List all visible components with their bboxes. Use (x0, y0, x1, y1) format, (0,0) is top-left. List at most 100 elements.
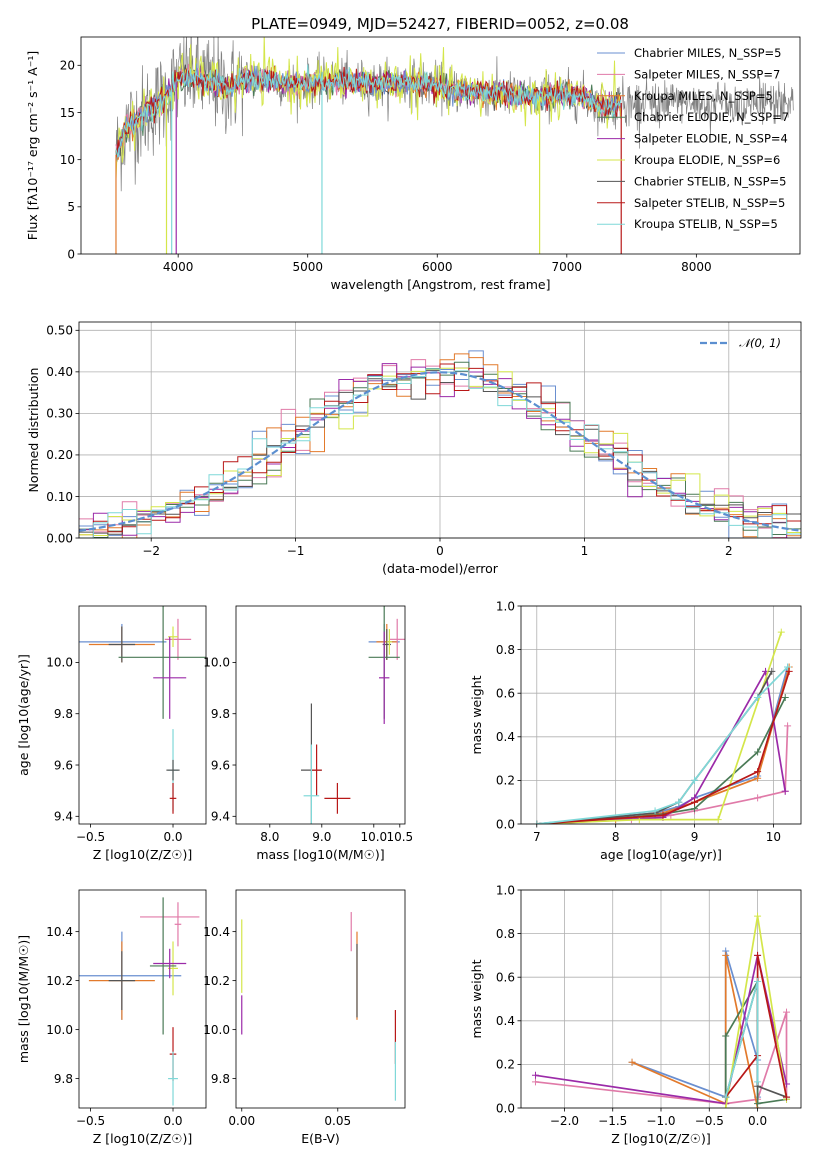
x-tick-label: 9 (691, 830, 699, 844)
y-tick-label: 0.00 (46, 531, 73, 545)
x-tick-label: −1.0 (646, 1114, 675, 1128)
plot-area-6 (241, 912, 396, 1101)
y-axis-label: mass weight (469, 675, 484, 754)
legend-label: Kroupa MILES, N_SSP=5 (634, 89, 773, 103)
y-tick-label: 0 (67, 247, 75, 261)
mass-weight-marker (691, 798, 699, 806)
plot-area-5 (79, 897, 200, 1106)
mass-weight-line (725, 955, 788, 1098)
axes-0: 4000 5000 6000 7000 8000 0 5 10 15 20 wavelength [… (25, 36, 801, 292)
x-tick-label: 8000 (681, 260, 712, 274)
y-tick-label: 9.4 (211, 810, 230, 824)
errorbar-point (386, 629, 392, 655)
errorbar-point (389, 618, 405, 660)
x-tick-label: −0.5 (695, 1114, 724, 1128)
y-tick-label: 0.10 (46, 490, 73, 504)
residual-histogram (79, 368, 801, 538)
x-axis-label: wavelength [Angstrom, rest frame] (330, 277, 550, 292)
y-tick-label: 9.6 (211, 758, 230, 772)
y-axis-label: Normed distribution (26, 368, 41, 493)
x-axis-label: (data-model)/error (382, 561, 499, 576)
mass-weight-marker (722, 1032, 730, 1040)
x-tick-label: 0.0 (748, 1114, 767, 1128)
mass-weight-line (536, 670, 773, 824)
plot-area-7 (531, 912, 791, 1108)
axes-frame (520, 889, 802, 1109)
chart-title: PLATE=0949, MJD=52427, FIBERID=0052, z=0… (251, 15, 629, 33)
axes-frame (520, 605, 802, 825)
axes-1: −2 −1 0 1 2 0.00 0.10 0.20 0.30 0.40 0.50 (data-mod… (26, 321, 802, 576)
model-spectrum-line (115, 66, 622, 158)
mass-weight-marker (659, 811, 667, 819)
legend-label: Chabrier ELODIE, N_SSP=7 (634, 110, 789, 124)
mass-weight-marker (754, 774, 762, 782)
legend: 𝒩(0, 1) (700, 336, 781, 350)
mass-weight-marker (754, 768, 762, 776)
x-tick-label: −0.5 (76, 1114, 105, 1128)
y-tick-label: 9.8 (54, 1072, 73, 1086)
mass-weight-marker (783, 1008, 791, 1016)
y-tick-label: 1.0 (496, 883, 515, 897)
y-tick-label: 0.4 (496, 730, 515, 744)
mass-weight-marker (531, 1071, 539, 1079)
mass-weight-marker (781, 787, 789, 795)
mass-weight-line (536, 631, 783, 824)
mass-weight-marker (754, 912, 762, 920)
errorbar-point (311, 744, 322, 796)
y-tick-label: 10.2 (203, 974, 230, 988)
y-axis-label: mass weight (469, 959, 484, 1038)
y-tick-label: 10.0 (203, 656, 230, 670)
y-tick-label: 0.30 (46, 407, 73, 421)
mass-weight-line (536, 697, 786, 824)
mass-weight-line (536, 671, 791, 824)
mass-weight-marker (714, 816, 722, 824)
y-tick-label: 10.2 (46, 974, 73, 988)
axes-4: 7 8 9 10 0.0 0.2 0.4 0.6 0.8 1.0 age [log10(age/yr… (469, 599, 802, 862)
x-axis-label: age [log10(age/yr)] (600, 847, 722, 862)
mass-weight-marker (754, 748, 762, 756)
x-tick-label: 2 (725, 544, 733, 558)
x-tick-label: 7 (533, 830, 541, 844)
y-tick-label: 10.0 (46, 1023, 73, 1037)
errorbar-point (169, 782, 177, 814)
mass-weight-marker (628, 1058, 636, 1066)
axes-5: −0.5 0.0 9.8 10.0 10.2 10.4 Z [log10(Z/Z☉)] mas… (16, 889, 207, 1146)
y-tick-label: 1.0 (496, 599, 515, 613)
mass-weight-marker (691, 805, 699, 813)
x-tick-label: −0.5 (76, 830, 105, 844)
y-tick-label: 0.6 (496, 971, 515, 985)
mass-weight-line (631, 950, 759, 1099)
plot-area-0 (115, 37, 794, 254)
axes-frame (78, 605, 207, 825)
x-tick-label: 10.0 (360, 830, 387, 844)
y-tick-label: 9.8 (211, 707, 230, 721)
axes-frame (78, 321, 802, 539)
mass-weight-marker (722, 1104, 730, 1108)
mass-weight-line (724, 916, 788, 1108)
mass-weight-marker (768, 667, 776, 675)
mass-weight-marker (754, 951, 762, 959)
y-tick-label: 9.8 (54, 707, 73, 721)
errorbar-point (118, 606, 206, 719)
x-tick-label: 0.00 (228, 1114, 255, 1128)
y-tick-label: 20 (60, 59, 75, 73)
y-tick-label: 0.40 (46, 365, 73, 379)
x-tick-label: −1.5 (598, 1114, 627, 1128)
y-tick-label: 0.0 (496, 1101, 515, 1115)
x-axis-label: Z [log10(Z/Z☉)] (93, 847, 193, 862)
x-tick-label: 8 (612, 830, 620, 844)
mass-weight-line (536, 666, 791, 824)
legend-label: Salpeter STELIB, N_SSP=5 (634, 196, 785, 210)
y-tick-label: 0.50 (46, 324, 73, 338)
y-tick-label: 0.8 (496, 643, 515, 657)
mass-weight-marker (784, 722, 792, 730)
errorbar-point (153, 636, 187, 719)
axes-frame (80, 36, 801, 255)
errorbar-point (174, 902, 182, 947)
y-tick-label: 15 (60, 106, 75, 120)
x-tick-label: 0.0 (163, 830, 182, 844)
x-axis-label: E(B-V) (301, 1131, 340, 1146)
plot-area-2 (79, 606, 206, 814)
